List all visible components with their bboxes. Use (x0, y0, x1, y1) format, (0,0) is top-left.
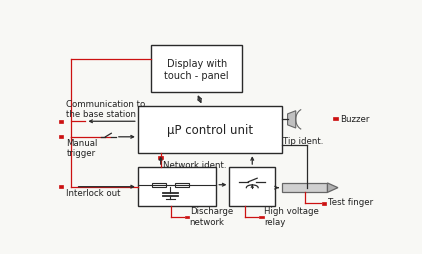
Text: Network ident.: Network ident. (163, 160, 227, 169)
Text: Discharge
network: Discharge network (190, 207, 233, 226)
Bar (151, 46, 243, 93)
Bar (260, 216, 264, 219)
Bar (59, 120, 63, 123)
Bar (333, 118, 338, 120)
Bar (59, 136, 63, 139)
Bar (230, 167, 275, 207)
Bar (185, 216, 189, 219)
Text: Tip ident.: Tip ident. (283, 136, 324, 146)
Text: Communication to
the base station: Communication to the base station (67, 100, 146, 119)
Bar (152, 183, 166, 187)
Text: High voltage
relay: High voltage relay (264, 207, 319, 226)
Bar (158, 157, 163, 160)
Text: Test finger: Test finger (328, 198, 373, 207)
Text: μP control unit: μP control unit (167, 124, 253, 137)
Bar (59, 186, 63, 188)
Text: Manual
trigger: Manual trigger (67, 138, 98, 157)
Text: Interlock out: Interlock out (67, 188, 121, 197)
Bar (282, 183, 327, 193)
Bar (138, 107, 282, 154)
Bar (138, 167, 216, 207)
Bar (322, 202, 327, 205)
Text: Display with
touch - panel: Display with touch - panel (164, 59, 229, 80)
Text: Buzzer: Buzzer (340, 115, 369, 123)
Polygon shape (327, 183, 338, 193)
Bar (175, 183, 189, 187)
Polygon shape (287, 111, 296, 129)
